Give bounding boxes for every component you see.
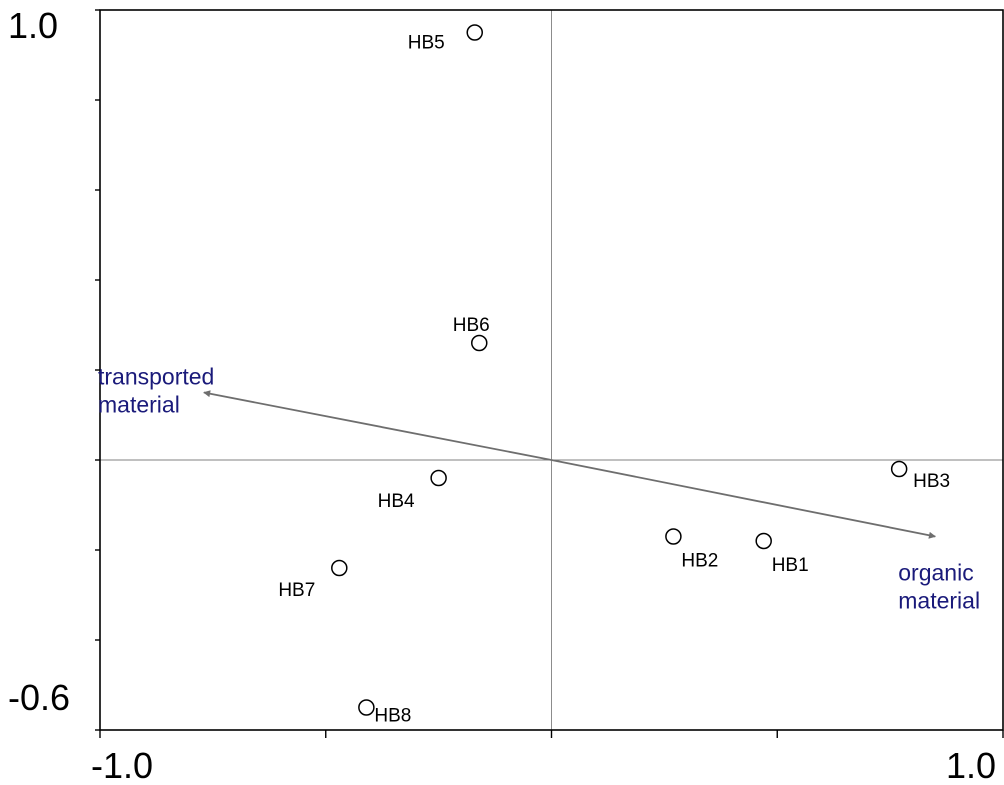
plot-frame (99, 9, 1004, 731)
point-label-layer: HB1 HB2 HB3 HB4 HB5 HB6 HB7 HB8 (278, 33, 950, 727)
zero-lines (100, 10, 1003, 730)
point-label-hb2: HB2 (681, 551, 718, 572)
vector-arrow-transported-material (203, 390, 552, 461)
point-label-hb8: HB8 (374, 706, 411, 727)
point-label-hb1: HB1 (772, 555, 809, 576)
point-label-hb4: HB4 (378, 491, 415, 512)
x-tick-label-right: 1.0 (946, 745, 996, 785)
point-label-hb7: HB7 (278, 580, 315, 601)
point-hb1 (755, 532, 772, 550)
vector-arrow-organic-material (551, 459, 936, 539)
point-label-hb5: HB5 (408, 33, 445, 54)
point-hb7 (331, 559, 348, 577)
point-label-hb3: HB3 (913, 471, 950, 492)
point-hb5 (466, 24, 483, 41)
point-hb2 (665, 528, 682, 545)
vector-label-transported-material: transported material (98, 364, 214, 418)
point-layer (331, 24, 908, 716)
point-label-hb6: HB6 (453, 315, 490, 336)
vector-label-organic-material: organic material (898, 560, 980, 614)
point-hb4 (430, 469, 447, 487)
point-hb6 (471, 334, 488, 352)
y-tick-label-bottom: -0.6 (8, 677, 70, 718)
vector-layer: transported material organic material (98, 364, 980, 614)
point-hb3 (890, 460, 908, 478)
y-tick-label-top: 1.0 (8, 5, 58, 46)
axis-tick-labels: 1.0 -0.6 -1.0 1.0 (8, 5, 996, 785)
point-hb8 (358, 699, 375, 716)
x-tick-label-left: -1.0 (91, 745, 153, 785)
axis-ticks (95, 9, 1004, 738)
